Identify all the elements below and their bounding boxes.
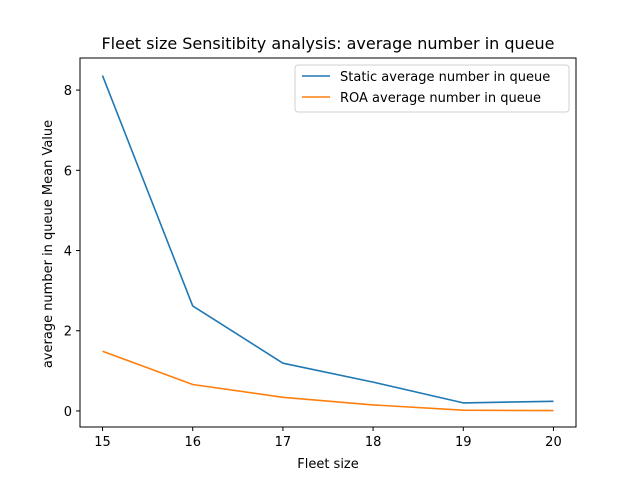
- y-tick-label: 8: [64, 84, 72, 99]
- series-line-2: [102, 350, 554, 412]
- x-axis: 15 16 17 18 19 20: [94, 427, 562, 450]
- legend-label: Static average number in queue: [340, 70, 550, 85]
- plot-area: [79, 57, 577, 428]
- legend-box: [294, 64, 570, 113]
- x-tick-label: 19: [455, 435, 472, 450]
- y-tick-label: 0: [64, 405, 72, 420]
- series-line-1: [101, 75, 554, 404]
- x-tick-label: 15: [94, 435, 111, 450]
- y-tick-label: 4: [64, 245, 72, 260]
- legend: Static average number in queue ROA averag…: [294, 64, 570, 113]
- y-tick-label: 6: [64, 164, 72, 179]
- y-tick-label: 2: [64, 325, 72, 340]
- chart-title: Fleet size Sensitibity analysis: average…: [101, 34, 554, 53]
- x-tick-label: 18: [365, 435, 382, 450]
- x-tick-label: 16: [184, 435, 201, 450]
- y-axis: 0 2 4 6 8: [64, 84, 80, 420]
- series-lines: [101, 75, 554, 412]
- plot-frame: [79, 57, 577, 428]
- legend-label: ROA average number in queue: [340, 91, 541, 106]
- x-tick-label: 17: [275, 435, 292, 450]
- x-tick-label: 20: [545, 435, 562, 450]
- y-axis-label: average number in queue Mean Value: [41, 120, 56, 368]
- x-axis-label: Fleet size: [297, 457, 359, 472]
